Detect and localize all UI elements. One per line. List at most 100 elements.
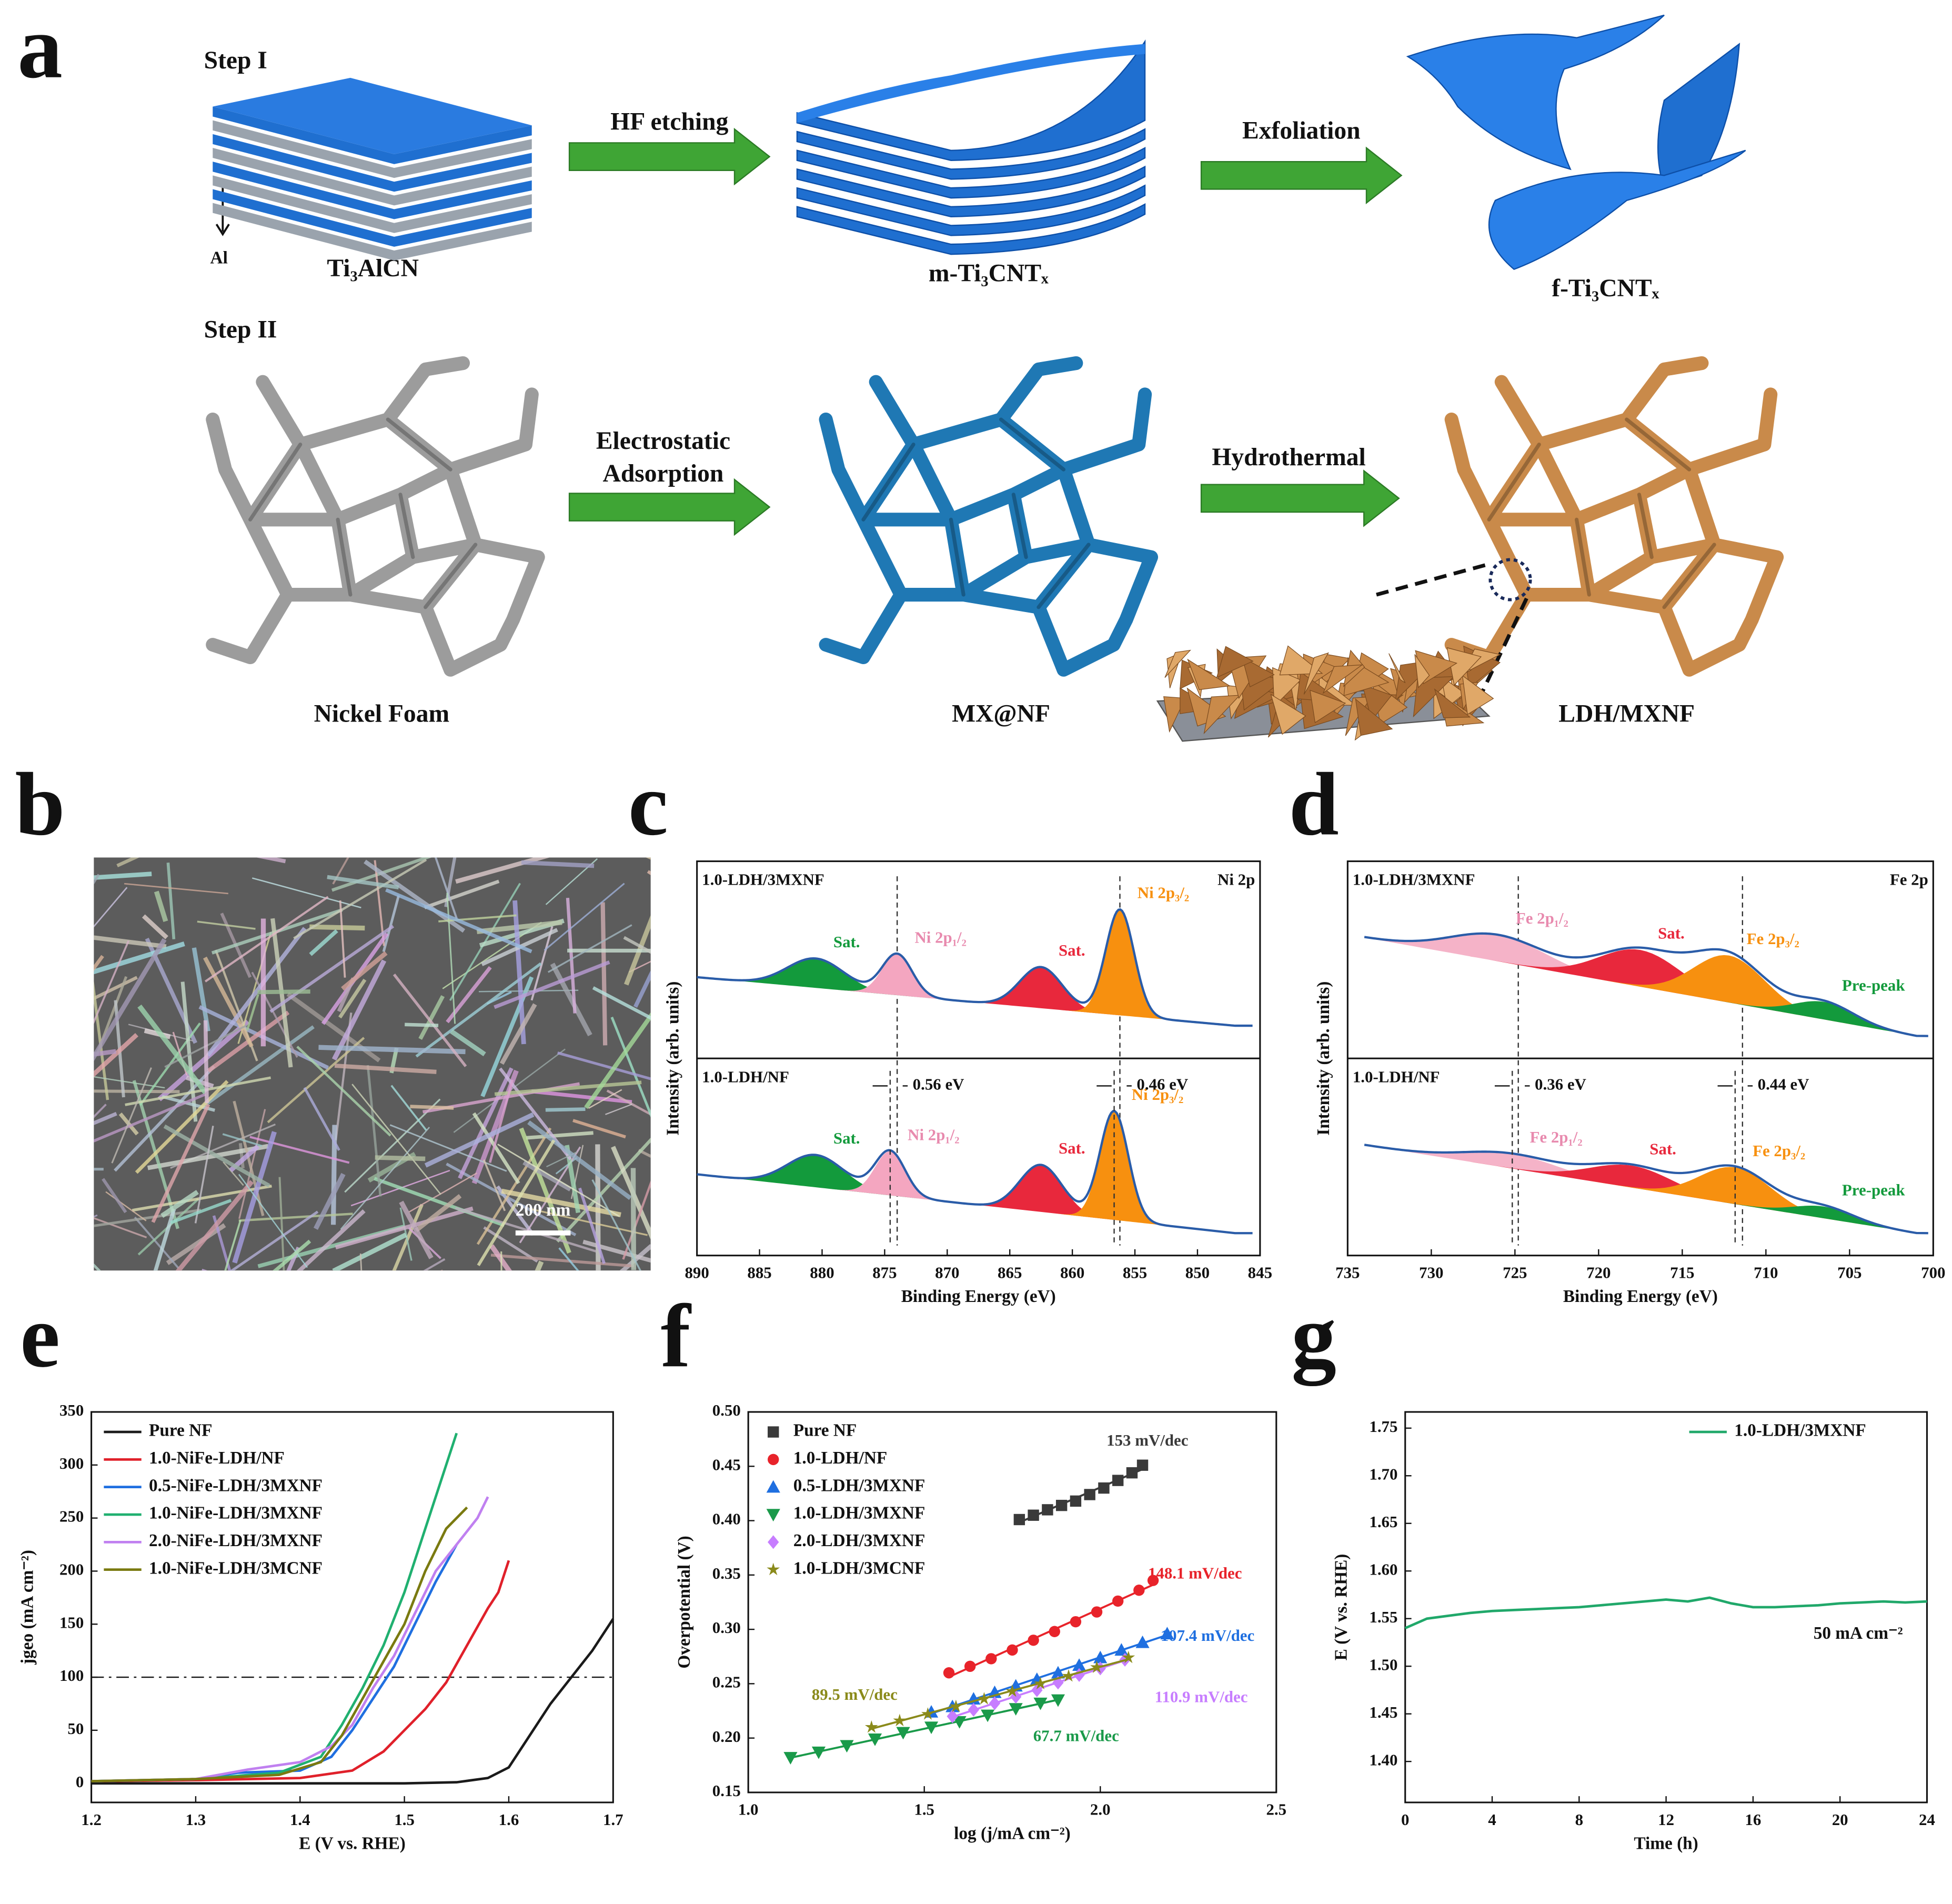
sem-texture [124,883,229,895]
peak-area [951,1165,1131,1222]
sem-texture [606,1089,651,1116]
sem-texture [94,955,104,971]
peak-label: Sat. [1059,1139,1085,1157]
sem-texture [332,1232,407,1271]
legend-marker [768,1454,779,1466]
y-axis-label: Intensity (arb. units) [663,981,682,1136]
plot-frame [90,1411,614,1803]
envelope [1364,1144,1928,1235]
sem-texture [200,1025,315,1109]
y-tick-label: 100 [59,1666,84,1685]
sem-texture [324,1286,356,1319]
sem-texture [472,1112,520,1185]
sem-texture [339,900,346,978]
sem-texture [203,1020,209,1104]
shift-label: 0.36 eV [1535,1075,1586,1094]
data-point [864,1720,878,1733]
sem-texture [134,1216,179,1269]
peak-area [1699,1198,1917,1234]
sheet [796,203,1146,255]
sem-texture [382,895,400,953]
sem-texture [446,1163,577,1237]
sem-texture [94,1049,116,1057]
layer [213,148,532,206]
peak-label: Sat. [1658,924,1685,943]
mx-nf [826,363,1151,670]
x-tick-label: 4 [1488,1810,1496,1829]
sem-texture [94,1033,138,1077]
x-tick-label: 725 [1503,1263,1527,1281]
data-point [1070,1495,1082,1507]
panel-label: 1.0-LDH/3MXNF [702,870,824,889]
sem-texture [303,1087,340,1151]
shift-label: 0.44 eV [1758,1075,1809,1094]
sem-texture [94,871,152,880]
sem-texture [194,1125,214,1224]
sem-texture [286,1246,300,1271]
sem-texture [500,1251,502,1271]
data-point [1013,1514,1025,1526]
x-tick-label: 700 [1921,1263,1945,1281]
plot-frame [1404,1411,1928,1803]
sem-texture [313,1173,346,1230]
sem-texture [600,902,608,1046]
data-point [1160,1627,1174,1640]
x-tick-label: 12 [1658,1810,1674,1829]
panel-label: 1.0-LDH/3MXNF [1353,870,1475,889]
peak-label: Fe 2p₁/₂ [1516,909,1568,927]
data-point [1051,1666,1065,1679]
legend-label: 1.0-LDH/3MCNF [793,1558,925,1578]
layer [213,120,532,178]
sem-texture [440,1269,443,1271]
x-tick-label: 1.6 [499,1810,519,1829]
legend-label: 1.0-NiFe-LDH/3MXNF [149,1504,323,1523]
sem-texture [238,1143,245,1169]
sem-texture [246,994,259,1031]
sem-texture [94,1217,147,1238]
sem-texture [204,896,329,983]
y-axis-label: Overpotential (V) [675,1536,694,1668]
arrow-label: Adsorption [603,460,724,487]
x-tick-label: 710 [1754,1263,1778,1281]
sem-texture [482,1159,506,1211]
x-tick-label: 1.7 [603,1810,623,1829]
sem-texture [490,1254,635,1268]
data-point [1084,1489,1095,1500]
peak-area [1699,997,1917,1036]
sem-texture [455,857,550,884]
sem-texture [667,1201,773,1241]
sem-texture [87,1100,93,1159]
sem-texture [662,1138,675,1231]
data-point [1028,1509,1039,1521]
x-axis-label: E (V vs. RHE) [299,1833,406,1853]
data-point [1122,1650,1135,1664]
sem-texture [278,1177,285,1271]
annotation: 50 mA cm⁻² [1814,1624,1903,1643]
core-label: Ni 2p [1218,870,1255,889]
sem-texture [137,1004,208,1095]
layer [213,189,532,247]
data-point [1005,1684,1019,1697]
sem-texture [94,976,138,1000]
panel-label: 1.0-LDH/NF [1353,1067,1440,1086]
x-tick-label: 2.0 [1090,1800,1111,1819]
slope-label: 110.9 mV/dec [1155,1688,1248,1706]
y-tick-label: 0.50 [712,1401,741,1419]
panel-label: f [661,1286,692,1386]
series-line [91,1506,468,1783]
layer-top [213,77,532,154]
sem-texture [566,898,577,1014]
slope-label: 67.7 mV/dec [1033,1726,1119,1745]
data-point [1136,1459,1149,1471]
ldh-flake [1310,689,1346,724]
sem-texture [521,860,595,868]
legend-marker [768,1426,779,1438]
process-arrow [568,127,771,186]
sem-texture [256,857,286,864]
sem-texture [162,1273,290,1315]
plot-frame [747,1411,1277,1793]
x-tick-label: 880 [810,1263,834,1281]
sem-texture [116,857,139,868]
data-point [1062,1669,1075,1682]
